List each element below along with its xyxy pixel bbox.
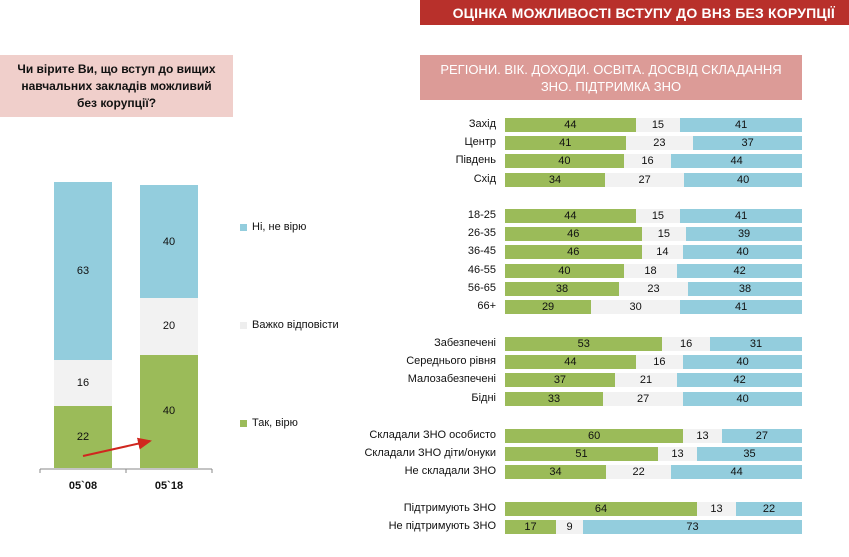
bar-segment: 33: [505, 391, 603, 406]
bar-segment: 22: [605, 465, 672, 480]
legend-item: Так, вірю: [240, 417, 298, 429]
row-label: Підтримують ЗНО: [403, 502, 496, 514]
bar-segment: 13: [658, 447, 697, 462]
legend-label: Важко відповісти: [252, 319, 339, 331]
row-label: 36-45: [467, 245, 496, 258]
legend-item: Важко відповісти: [240, 319, 339, 331]
x-tick-label: 05`08: [68, 480, 98, 492]
page-title: ОЦІНКА МОЖЛИВОСТІ ВСТУПУ ДО ВНЗ БЕЗ КОРУ…: [420, 0, 849, 25]
bar-segment: 42: [677, 373, 802, 388]
bar-segment: 40: [684, 172, 802, 187]
column-segment: 40: [140, 185, 198, 299]
column-segment: 22: [54, 405, 112, 468]
legend-swatch: [240, 223, 247, 231]
legend-item: Ні, не вірю: [240, 221, 306, 233]
bar-segment: 46: [505, 227, 642, 242]
row-label: Середнього рівня: [406, 355, 496, 368]
bar-segment: 13: [697, 502, 736, 516]
bar-segment: 27: [604, 172, 685, 187]
bar-segment: 15: [635, 118, 681, 132]
bar-segment: 34: [505, 172, 605, 187]
bar-segment: 73: [583, 520, 802, 535]
row-label: Не підтримують ЗНО: [388, 520, 496, 533]
row-label: Складали ЗНО діти/онуки: [364, 447, 496, 460]
bar-segment: 22: [736, 502, 802, 516]
row-label: 18-25: [467, 209, 496, 221]
bar-segment: 38: [505, 281, 619, 296]
bar-segment: 23: [619, 281, 688, 296]
row-label: Бідні: [471, 391, 496, 404]
bar-segment: 53: [505, 337, 663, 351]
bar-segment: 21: [614, 373, 678, 388]
row-label: 26-35: [467, 227, 496, 240]
row-label: Малозабезпечені: [407, 373, 496, 386]
bar-segment: 40: [505, 263, 624, 278]
row-label: Центр: [464, 136, 497, 149]
row-label: 56-65: [467, 281, 496, 294]
legend-label: Ні, не вірю: [252, 221, 307, 233]
bar-segment: 40: [683, 391, 802, 406]
bar-segment: 15: [635, 209, 681, 223]
bar-segment: 16: [662, 337, 710, 351]
column-segment: 63: [54, 182, 112, 361]
bar-segment: 46: [505, 245, 642, 260]
bar-segment: 38: [688, 281, 802, 296]
bar-segment: 64: [505, 502, 697, 516]
legend-swatch: [240, 321, 247, 329]
bar-segment: 13: [683, 429, 722, 443]
bar-segment: 41: [505, 136, 626, 151]
bar-segment: 17: [505, 520, 556, 535]
bar-segment: 41: [680, 118, 802, 132]
bar-segment: 39: [686, 227, 802, 242]
legend-label: Так, вірю: [252, 417, 298, 429]
bar-segment: 14: [641, 245, 684, 260]
bar-segment: 40: [505, 154, 624, 169]
bar-segment: 51: [505, 447, 658, 462]
bar-segment: 23: [625, 136, 694, 151]
row-label: Захід: [468, 118, 496, 130]
bar-segment: 44: [505, 355, 636, 370]
row-label: Схід: [473, 172, 496, 185]
bar-segment: 30: [591, 300, 681, 314]
bar-segment: 41: [680, 300, 802, 314]
row-label: 46-55: [467, 263, 496, 276]
subheader-box: РЕГІОНИ. ВІК. ДОХОДИ. ОСВІТА. ДОСВІД СКЛ…: [420, 55, 802, 100]
row-label: Забезпечені: [434, 337, 496, 349]
column-segment: 40: [140, 354, 198, 468]
row-label: 66+: [477, 300, 496, 312]
bar-segment: 35: [697, 447, 802, 462]
bar-segment: 44: [505, 118, 636, 132]
bar-segment: 40: [683, 245, 802, 260]
bar-segment: 31: [709, 337, 802, 351]
bar-segment: 16: [635, 355, 684, 370]
bar-segment: 15: [641, 227, 687, 242]
bar-segment: 34: [505, 465, 606, 480]
row-label: Не складали ЗНО: [404, 465, 496, 478]
column-segment: 20: [140, 298, 198, 355]
row-label: Складали ЗНО особисто: [369, 429, 496, 441]
row-label: Південь: [455, 154, 496, 167]
bar-segment: 37: [693, 136, 802, 151]
bar-segment: 42: [677, 263, 802, 278]
bar-segment: 16: [623, 154, 672, 169]
bar-segment: 44: [505, 209, 636, 223]
bar-segment: 40: [683, 355, 802, 370]
bar-segment: 27: [603, 391, 684, 406]
bar-segment: 9: [556, 520, 583, 535]
bar-segment: 60: [505, 429, 684, 443]
bar-segment: 27: [721, 429, 802, 443]
bar-segment: 37: [505, 373, 615, 388]
bar-segment: 44: [671, 465, 802, 480]
legend-swatch: [240, 419, 247, 427]
bar-segment: 44: [671, 154, 802, 169]
column-segment: 16: [54, 360, 112, 406]
bar-segment: 41: [680, 209, 802, 223]
bar-segment: 18: [623, 263, 678, 278]
question-box: Чи вірите Ви, що вступ до вищих навчальн…: [0, 55, 233, 117]
bar-segment: 29: [505, 300, 592, 314]
x-tick-label: 05`18: [154, 480, 184, 492]
